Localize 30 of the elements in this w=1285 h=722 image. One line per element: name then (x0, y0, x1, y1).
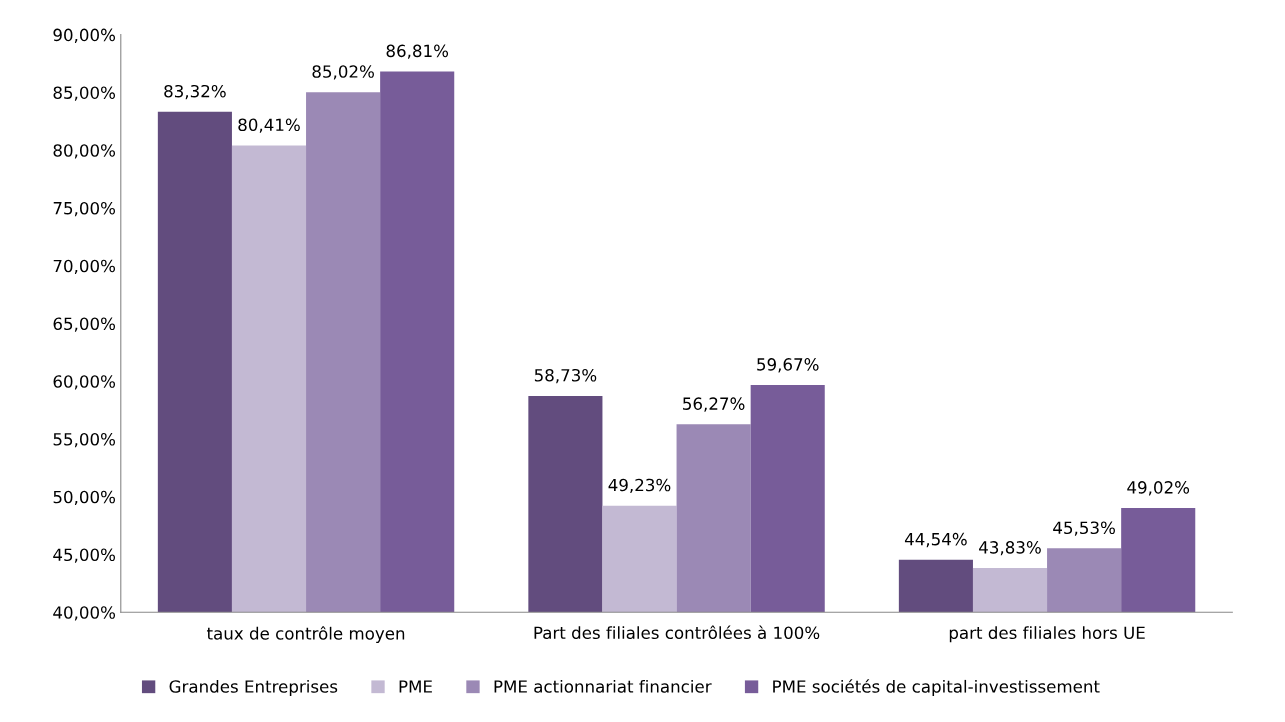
y-tick-label: 70,00% (53, 259, 116, 274)
data-label: 58,73% (534, 368, 597, 384)
data-label: 56,27% (683, 397, 745, 412)
x-tick-label: Part des filiales contrôlées à 100% (534, 625, 820, 640)
data-label: 45,53% (1053, 521, 1115, 536)
y-tick-label: 85,00% (53, 86, 116, 101)
y-tick-label: 80,00% (53, 144, 116, 159)
data-label: 80,41% (238, 118, 300, 133)
data-label: 44,54% (904, 532, 967, 548)
y-tick-label: 90,00% (53, 28, 116, 43)
legend-label: Grandes Entreprises (169, 679, 338, 697)
data-label: 86,81% (386, 44, 449, 59)
legend-label: PME (399, 680, 432, 693)
y-tick-label: 75,00% (53, 201, 116, 217)
data-label: 43,83% (979, 541, 1041, 556)
x-tick-label: part des filiales hors UE (949, 626, 1145, 643)
legend-label: PME actionnariat financier (494, 679, 712, 693)
legend-label: PME sociétés de capital-investissement (773, 679, 1100, 697)
y-tick-label: 50,00% (53, 490, 116, 506)
y-tick-label: 65,00% (53, 317, 116, 332)
x-tick-label: taux de contrôle moyen (206, 626, 405, 643)
y-tick-label: 60,00% (53, 375, 116, 390)
data-label: 49,23% (608, 478, 671, 493)
y-tick-label: 45,00% (53, 548, 116, 563)
y-tick-label: 40,00% (53, 606, 116, 621)
data-label: 85,02% (312, 65, 374, 80)
data-label: 83,32% (164, 84, 226, 100)
data-label: 49,02% (1127, 481, 1190, 496)
data-label: 59,67% (757, 358, 819, 373)
y-tick-label: 55,00% (53, 432, 116, 448)
